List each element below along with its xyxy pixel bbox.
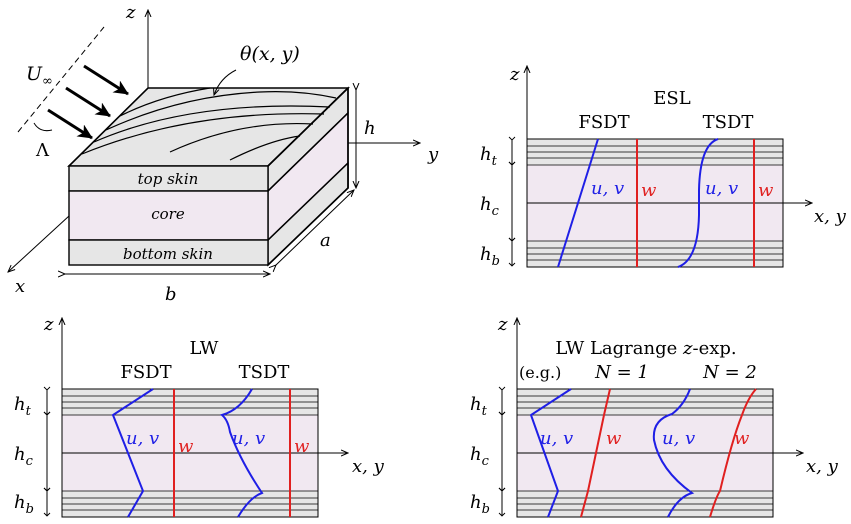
lag-hc-label: hc [470, 444, 490, 469]
lw-z-label: z [43, 314, 54, 335]
lambda-label: Λ [35, 140, 50, 161]
flow-arrow-1 [83, 64, 129, 96]
lw-hb-label: hb [14, 492, 34, 517]
esl-title: ESL [653, 88, 690, 109]
x-label-3d: x [15, 276, 25, 297]
x-axis-3d [8, 215, 70, 272]
esl-z-label: z [509, 64, 520, 85]
plate-front-bottom-skin [68, 239, 269, 266]
panel-lw [43, 318, 348, 518]
lag-axis-label: x, y [806, 456, 839, 477]
top-skin-label: top skin [138, 170, 199, 188]
lag-z-label: z [497, 314, 508, 335]
esl-hb-label: hb [480, 244, 500, 269]
theta-pointer [214, 69, 237, 95]
lw-tsdt-label: TSDT [239, 362, 290, 383]
esl-fsdt-label: FSDT [578, 112, 629, 133]
lw-title: LW [190, 338, 219, 359]
esl-ht-label: ht [480, 144, 498, 169]
lag-eg-label: (e.g.) [519, 363, 561, 382]
esl-hc-label: hc [480, 194, 500, 219]
lw-hc-label: hc [14, 444, 34, 469]
lw-w-right: w [294, 436, 310, 457]
flow-dashed-line [17, 26, 105, 133]
core-label: core [151, 205, 185, 223]
lag-uv-left: u, v [540, 428, 573, 449]
esl-tsdt-label: TSDT [703, 112, 754, 133]
plate-front-core [68, 190, 269, 241]
lw-ht-label: ht [14, 394, 32, 419]
lag-title: LW Lagrange z-exp. [555, 338, 736, 359]
plate-3d [67, 86, 350, 267]
h-label: h [364, 118, 376, 139]
bottom-skin-label: bottom skin [123, 245, 213, 263]
plate-front-top-skin [68, 165, 269, 192]
lw-axis-label: x, y [352, 456, 385, 477]
esl-axis-label: x, y [814, 206, 847, 227]
theta-label: θ(x, y) [240, 43, 300, 65]
lw-fsdt-label: FSDT [120, 362, 171, 383]
flow-arrow-2 [65, 86, 111, 118]
b-label: b [165, 284, 177, 305]
lag-hb-label: hb [470, 492, 490, 517]
lag-w-left: w [606, 428, 622, 449]
a-dimension [276, 190, 354, 265]
lag-ht-label: ht [470, 394, 488, 419]
lag-n2-label: N = 2 [702, 362, 757, 383]
u-infinity-label: U∞ [26, 63, 53, 89]
a-label: a [320, 230, 331, 251]
lag-uv-right: u, v [662, 428, 695, 449]
panel-lagrange [498, 318, 803, 518]
lambda-arc [33, 122, 53, 132]
y-label-3d: y [427, 144, 439, 165]
lag-w-right: w [734, 428, 750, 449]
fiber-lines [81, 87, 337, 161]
panel-esl [508, 66, 812, 268]
flow-arrow-3 [47, 108, 93, 140]
esl-uv-right: u, v [705, 178, 738, 199]
esl-w-left: w [641, 180, 657, 201]
lw-uv-left: u, v [126, 428, 159, 449]
esl-uv-left: u, v [591, 178, 624, 199]
lag-n1-label: N = 1 [594, 362, 649, 383]
lw-w-left: w [178, 436, 194, 457]
z-label-3d: z [125, 2, 136, 23]
lw-uv-right: u, v [232, 428, 265, 449]
esl-w-right: w [758, 180, 774, 201]
